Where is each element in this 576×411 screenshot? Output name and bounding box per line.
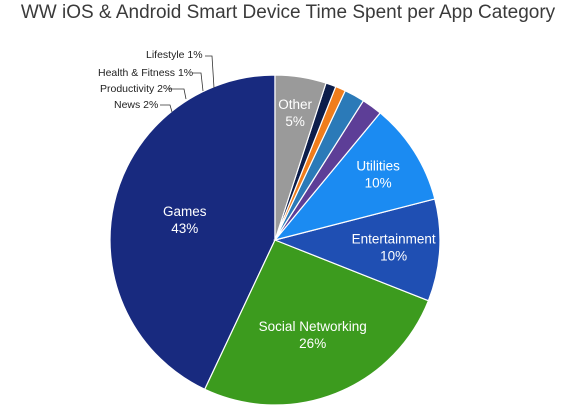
slice-value-utilities: 10% [365, 176, 392, 191]
slice-label-productivity: Productivity 2% [100, 83, 172, 95]
slice-value-games: 43% [171, 221, 198, 236]
slice-label-lifestyle: Lifestyle 1% [146, 49, 203, 61]
slice-label-other: Other [278, 97, 312, 112]
slice-value-social-networking: 26% [299, 336, 326, 351]
leader-line-productivity [168, 88, 187, 100]
pie-slice-games [109, 74, 276, 391]
slice-value-entertainment: 10% [380, 249, 407, 264]
slice-value-other: 5% [285, 114, 305, 129]
pie-slice-social-networking [203, 239, 430, 406]
slice-label-games: Games [163, 204, 207, 219]
leader-line-lifestyle [205, 55, 215, 89]
pie-slice-utilities [273, 112, 436, 242]
slice-label-news: News 2% [114, 99, 158, 111]
slice-label-health-fitness: Health & Fitness 1% [98, 67, 193, 79]
slice-label-social-networking: Social Networking [259, 319, 367, 334]
leader-line-health-fitness [192, 72, 204, 92]
pie-slice-entertainment [273, 198, 441, 302]
chart-title: WW iOS & Android Smart Device Time Spent… [20, 2, 556, 23]
pie-slice-other [274, 74, 327, 241]
leader-line-news [160, 104, 173, 113]
slice-label-entertainment: Entertainment [352, 232, 436, 247]
slice-label-utilities: Utilities [356, 159, 400, 174]
